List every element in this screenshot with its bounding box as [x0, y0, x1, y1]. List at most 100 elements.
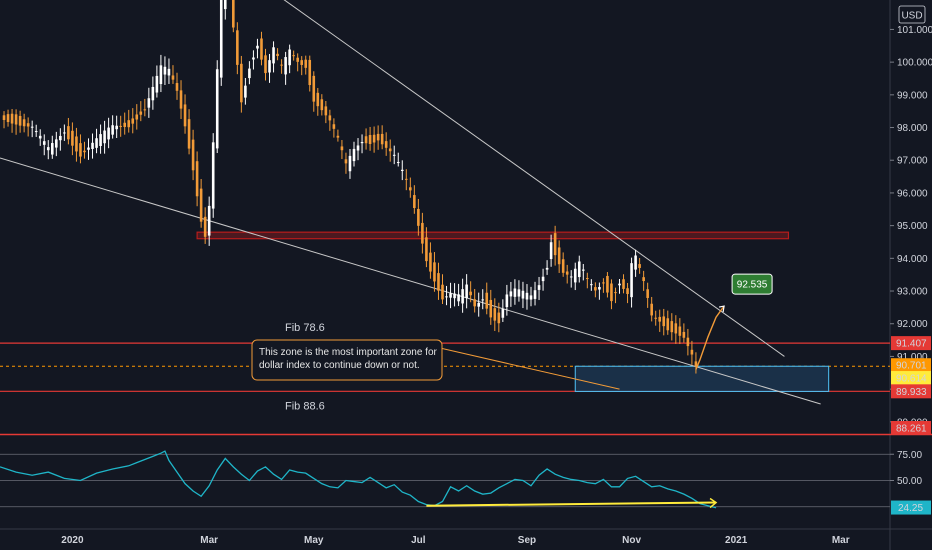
candle [537, 285, 541, 290]
candle [429, 252, 432, 272]
fib-label: Fib 88.6 [285, 400, 325, 412]
x-tick-label: Jul [411, 535, 426, 546]
rsi-line [0, 450, 717, 509]
rsi-tick-label: 75.00 [897, 450, 922, 461]
candle [67, 126, 70, 140]
candle [236, 30, 239, 65]
price-label: 89.933 [896, 387, 927, 398]
candle [240, 63, 243, 103]
candle [276, 53, 279, 57]
candle [658, 316, 662, 322]
candle [441, 284, 444, 300]
price-label-bg [891, 358, 931, 373]
candle [670, 321, 674, 333]
candle [360, 142, 364, 144]
candle [171, 75, 175, 80]
candle [42, 141, 46, 145]
candle [686, 337, 690, 347]
candle [396, 162, 400, 164]
candle [610, 283, 613, 302]
candle [191, 139, 195, 171]
candle [505, 294, 509, 308]
candle [219, 0, 223, 78]
candle [308, 59, 312, 86]
candle [577, 261, 581, 278]
note-box [251, 339, 443, 381]
y-tick-label: 92.000 [897, 319, 928, 330]
candle [634, 255, 637, 270]
candle [417, 208, 420, 226]
candle [244, 85, 247, 98]
price-label-bg [891, 384, 931, 399]
candle [348, 155, 352, 172]
candle [75, 136, 78, 152]
candle [268, 60, 271, 73]
candle [445, 296, 448, 298]
candle [159, 65, 163, 85]
candle [26, 123, 30, 127]
candle [352, 148, 356, 162]
upper-trendline [283, 0, 785, 357]
candle [400, 169, 404, 172]
candle [674, 323, 678, 334]
candle [195, 161, 199, 197]
candle [175, 83, 179, 91]
x-tick-label: May [304, 535, 324, 546]
candle [300, 60, 304, 65]
candle [606, 275, 609, 293]
y-tick-label: 97.000 [897, 156, 928, 167]
candle [123, 122, 127, 127]
candle [453, 293, 456, 299]
candle [127, 120, 131, 128]
candle [312, 75, 316, 102]
candle [6, 114, 10, 123]
candle [256, 45, 259, 49]
candle [545, 267, 549, 270]
candle [332, 124, 336, 129]
price-label-bg [891, 371, 931, 386]
candle [248, 68, 251, 79]
candle [553, 233, 557, 256]
candle [324, 106, 328, 116]
note-pointer [439, 347, 620, 390]
y-tick-label: 98.000 [897, 123, 928, 134]
candle [288, 49, 291, 66]
candle [79, 143, 82, 157]
candle [573, 268, 577, 283]
price-label-bg [891, 421, 931, 435]
candle [103, 130, 106, 144]
candle [602, 282, 605, 284]
candle [461, 289, 464, 304]
currency-label: USD [901, 11, 922, 22]
candle [223, 0, 227, 10]
candle [384, 141, 388, 148]
candle [95, 138, 98, 148]
price-label: 90.701 [896, 361, 927, 372]
candle [421, 222, 424, 244]
candle [433, 262, 436, 282]
candle [413, 195, 416, 209]
candle [481, 299, 485, 301]
candle [139, 111, 143, 115]
candle [131, 118, 135, 124]
y-tick-label: 93.000 [897, 287, 928, 298]
candle [690, 349, 694, 355]
projection-arrowhead [718, 305, 725, 313]
candle [682, 331, 686, 338]
candle [509, 291, 513, 297]
rsi-current-label: 24.25 [898, 503, 923, 514]
candle [630, 263, 633, 298]
candle [529, 295, 533, 300]
y-tick-label: 94.000 [897, 254, 928, 265]
candle [525, 292, 529, 300]
candle [493, 308, 497, 321]
lower-trendline [0, 157, 821, 405]
candle [320, 99, 324, 111]
candle [586, 278, 589, 280]
candle [107, 127, 110, 140]
candle [533, 290, 537, 299]
price-label: 88.261 [896, 424, 927, 435]
candle [34, 131, 38, 133]
